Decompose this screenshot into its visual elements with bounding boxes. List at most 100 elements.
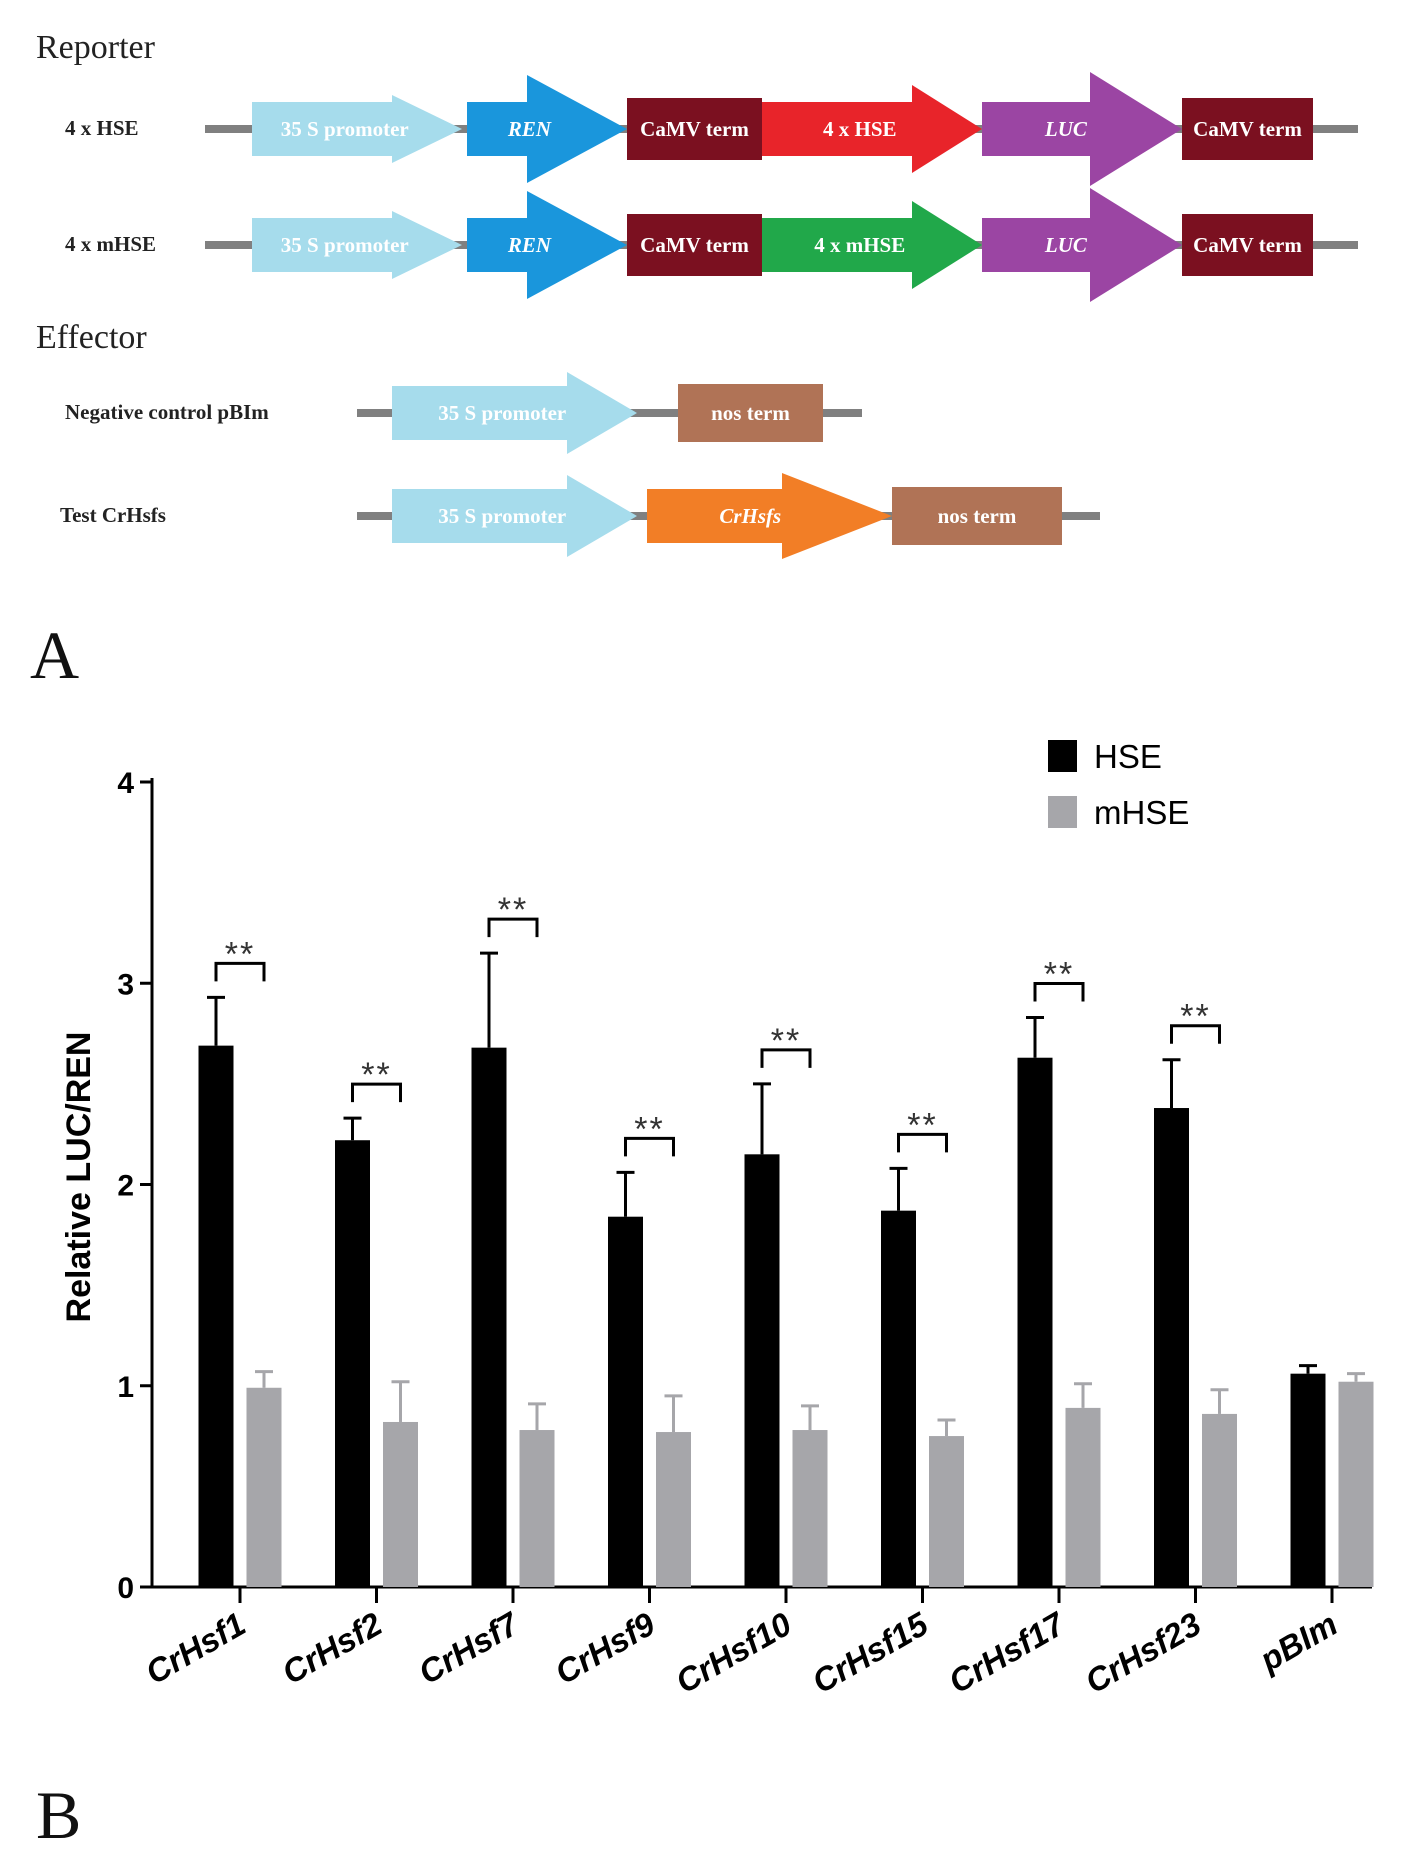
bar-group: CrHsf17	[942, 1015, 1101, 1700]
significance-marker: **	[760, 1022, 812, 1068]
chart-legend: HSE mHSE	[1048, 738, 1189, 831]
x-tick-label: CrHsf17	[942, 1604, 1072, 1700]
construct-part-label: CrHsfs	[719, 504, 781, 528]
bar-mhse	[1202, 1413, 1237, 1587]
construct-part-label: 35 S promoter	[281, 117, 409, 141]
construct-name: Test CrHsfs	[60, 503, 166, 527]
bar-mhse	[1065, 1407, 1101, 1587]
construct-part-camv	[627, 214, 762, 276]
y-tick-label: 3	[117, 968, 134, 1001]
construct-part-label: 35 S promoter	[281, 233, 409, 257]
construct-part-label: CaMV term	[1193, 117, 1302, 141]
construct-part-label: LUC	[1044, 117, 1088, 141]
construct-name: 4 x HSE	[65, 116, 139, 140]
construct-part-promoter	[392, 372, 637, 454]
x-tick-label: CrHsf1	[139, 1605, 251, 1691]
bar-mhse	[383, 1421, 418, 1587]
construct-part-ren	[467, 75, 627, 183]
construct-name: Negative control pBIm	[65, 400, 269, 424]
bar-hse	[744, 1154, 780, 1587]
bar-mhse	[1338, 1381, 1374, 1587]
significance-label: **	[634, 1110, 664, 1148]
significance-label: **	[498, 891, 528, 929]
significance-label: **	[771, 1022, 801, 1060]
bar-mhse	[929, 1436, 964, 1587]
construct-name: 4 x mHSE	[65, 232, 156, 256]
construct-part-label: 35 S promoter	[438, 504, 566, 528]
legend-swatch-hse	[1048, 740, 1077, 772]
bar-hse	[1154, 1108, 1189, 1587]
significance-marker: **	[1170, 998, 1221, 1044]
bar-hse	[1290, 1373, 1326, 1587]
legend-swatch-mhse	[1048, 796, 1077, 828]
significance-label: **	[1044, 955, 1074, 993]
bar-mhse	[519, 1430, 555, 1587]
construct-rows: 4 x HSE 35 S promoter REN CaMV term 4 x HSE L…	[60, 72, 1358, 559]
bar-hse	[881, 1210, 916, 1587]
effector-heading: Effector	[36, 319, 147, 356]
legend-label: mHSE	[1094, 794, 1189, 831]
x-tick-label: CrHsf9	[549, 1605, 662, 1691]
bar-hse	[335, 1140, 370, 1587]
x-tick-label: CrHsf15	[806, 1605, 935, 1701]
bar-mhse	[792, 1430, 828, 1587]
construct-part-hse	[762, 85, 982, 173]
construct-part-camv	[627, 98, 762, 160]
construct-part-crhsfs	[647, 473, 892, 559]
bar-group: CrHsf15	[806, 1166, 964, 1701]
bar-hse	[608, 1216, 643, 1587]
bar-mhse	[656, 1432, 691, 1587]
construct-part-promoter	[392, 475, 637, 557]
construct-part-camv	[1182, 98, 1313, 160]
construct-part-promoter	[252, 95, 462, 163]
construct-row: Test CrHsfs 35 S promoter CrHsfs nos term	[60, 473, 1100, 559]
significance-label: **	[225, 935, 255, 973]
significance-marker: **	[897, 1106, 948, 1153]
bar-hse	[471, 1047, 507, 1587]
significance-bracket	[351, 1082, 402, 1103]
y-axis-label: Relative LUC/REN	[60, 1032, 98, 1323]
construct-part-label: REN	[507, 117, 552, 141]
significance-label: **	[907, 1106, 937, 1144]
reporter-heading: Reporter	[36, 29, 156, 66]
construct-part-luc	[982, 72, 1182, 186]
significance-label: **	[1180, 998, 1210, 1036]
construct-part-label: 4 x mHSE	[814, 233, 905, 257]
x-tick-label: CrHsf2	[276, 1605, 389, 1691]
construct-part-label: 4 x HSE	[823, 117, 897, 141]
bar-group: CrHsf23	[1079, 1058, 1237, 1700]
y-tick-label: 0	[117, 1572, 134, 1605]
construct-part-label: CaMV term	[640, 233, 749, 257]
construct-part-luc	[982, 188, 1182, 302]
construct-row: 4 x mHSE 35 S promoter REN CaMV term 4 x mHS…	[65, 188, 1358, 302]
construct-part-label: CaMV term	[1193, 233, 1302, 257]
y-tick-label: 2	[117, 1170, 134, 1203]
significance-bracket	[1033, 981, 1085, 1002]
significance-bracket	[214, 961, 266, 982]
significance-bracket	[897, 1132, 948, 1153]
construct-part-label: CaMV term	[640, 117, 749, 141]
bar-group: pBIm	[1253, 1364, 1374, 1679]
legend-label: HSE	[1094, 738, 1162, 775]
bar-hse	[1017, 1057, 1053, 1587]
bar-group: CrHsf7	[412, 951, 555, 1691]
construct-part-ren	[467, 191, 627, 299]
significance-bracket	[487, 917, 539, 938]
panel-b-chart: Relative LUC/REN 0 1 2 3 4 CrHsf1 CrHsf2 CrHsf7…	[36, 738, 1374, 1851]
y-tick-label: 4	[117, 767, 134, 800]
significance-bracket	[624, 1136, 675, 1157]
significance-marker: **	[487, 891, 539, 938]
x-tick-label: CrHsf10	[669, 1605, 798, 1701]
significance-bracket	[760, 1048, 812, 1068]
construct-part-mhse	[762, 201, 982, 289]
panel-letter-b: B	[36, 1777, 81, 1851]
significance-bracket	[1170, 1024, 1221, 1044]
construct-part-label: REN	[507, 233, 552, 257]
bar-group: CrHsf2	[276, 1116, 418, 1691]
construct-part-nos	[892, 487, 1062, 545]
y-tick-label: 1	[117, 1371, 134, 1404]
bar-group: CrHsf10	[669, 1082, 828, 1701]
construct-part-label: 35 S promoter	[438, 401, 566, 425]
construct-part-label: nos term	[938, 504, 1017, 528]
